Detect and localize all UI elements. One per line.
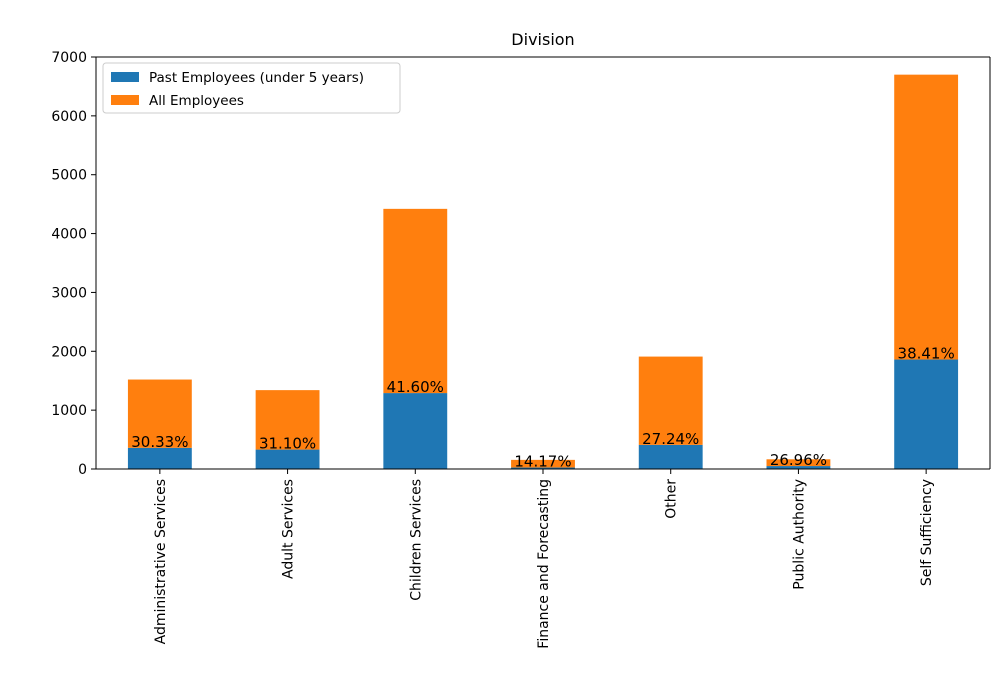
y-tick-label: 1000: [51, 403, 87, 419]
y-tick-label: 2000: [51, 344, 87, 360]
bar-past-employees-4: [511, 467, 575, 469]
axes: 0 1000 2000 3000 4000 5000 6000 7000 Administrat…: [51, 50, 991, 649]
y-tick-label: 5000: [51, 168, 87, 184]
bar-past-employees-3: [383, 393, 448, 469]
x-tick-label: Other: [664, 479, 680, 519]
bar-percent-label: 31.10%: [259, 435, 316, 453]
legend-swatch: [111, 72, 139, 82]
bar-past-employees-7: [894, 359, 959, 469]
legend: Past Employees (under 5 years) All Employ…: [102, 62, 401, 114]
x-tick-label: Self Sufficiency: [919, 479, 935, 586]
bar-all-employees-5: [638, 356, 703, 445]
bar-percent-label: 38.41%: [898, 345, 955, 363]
y-tick-label: 7000: [51, 50, 87, 66]
bar-past-employees-1: [127, 447, 192, 469]
bar-all-employees-1: [127, 379, 192, 448]
bar-all-employees-2: [255, 390, 320, 450]
x-tick-label: Administrative Services: [153, 479, 169, 644]
x-tick-label: Adult Services: [281, 479, 297, 579]
bar-all-employees-4: [511, 459, 575, 468]
bar-percent-label: 27.24%: [642, 430, 699, 448]
bar-all-employees-7: [894, 74, 959, 360]
legend-swatch: [111, 95, 139, 105]
bar-percent-label: 30.33%: [131, 433, 188, 451]
legend-label: All Employees: [149, 93, 244, 109]
bar-past-employees-5: [638, 444, 703, 469]
x-tick-label: Children Services: [408, 479, 424, 601]
x-tick-label: Public Authority: [791, 479, 807, 590]
bar-all-employees-3: [383, 208, 448, 394]
bars-layer: [127, 74, 959, 469]
bar-all-employees-6: [766, 459, 831, 467]
chart-title: Division: [511, 30, 574, 49]
legend-label: Past Employees (under 5 years): [149, 70, 364, 86]
y-tick-label: 6000: [51, 109, 87, 125]
y-tick-label: 0: [78, 462, 87, 478]
bar-percent-label: 26.96%: [770, 451, 827, 469]
legend-box: [102, 62, 401, 114]
percentage-labels: 30.33% 31.10% 41.60% 14.17% 27.24% 26.96% 38.4…: [131, 345, 954, 471]
y-tick-label: 4000: [51, 227, 87, 243]
x-tick-label: Finance and Forecasting: [536, 479, 552, 649]
y-tick-label: 3000: [51, 285, 87, 301]
bar-past-employees-2: [255, 449, 320, 469]
bar-percent-label: 14.17%: [514, 453, 571, 471]
bar-percent-label: 41.60%: [387, 378, 444, 396]
bar-past-employees-6: [766, 466, 831, 469]
